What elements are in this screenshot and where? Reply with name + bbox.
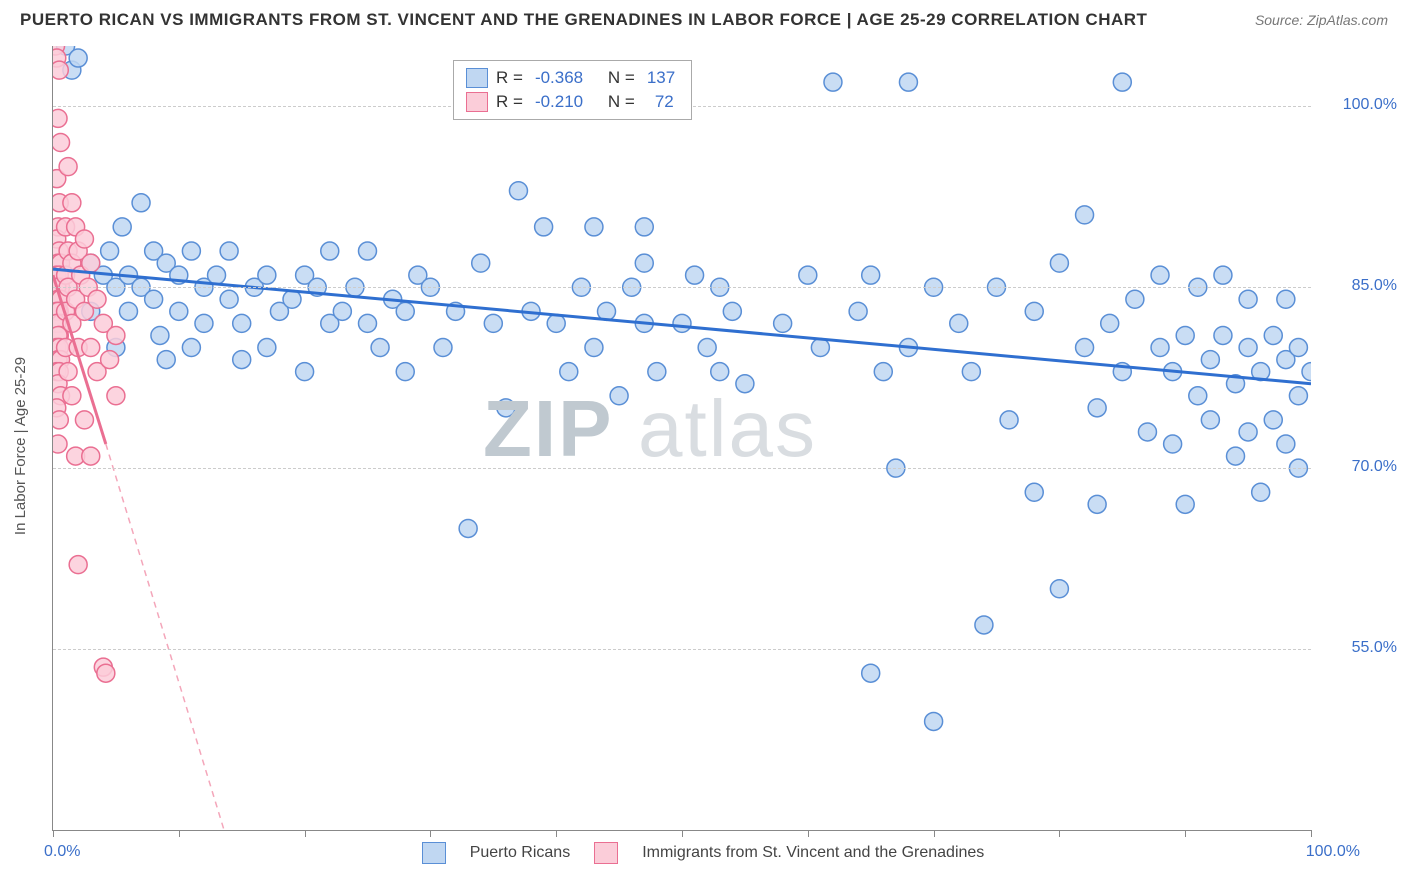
gridline [53, 468, 1311, 469]
r-label: R = [496, 66, 523, 90]
y-tick-label: 55.0% [1352, 639, 1397, 657]
source-credit: Source: ZipAtlas.com [1255, 12, 1388, 28]
n-label: N = [608, 90, 635, 114]
y-axis-label: In Labor Force | Age 25-29 [12, 357, 29, 535]
r-value-pink: -0.210 [531, 90, 587, 114]
x-tick [1059, 830, 1060, 837]
n-label: N = [608, 66, 635, 90]
legend-series: Puerto Ricans Immigrants from St. Vincen… [0, 842, 1406, 864]
chart-title: PUERTO RICAN VS IMMIGRANTS FROM ST. VINC… [20, 10, 1147, 30]
n-value-pink: 72 [643, 90, 678, 114]
r-value-blue: -0.368 [531, 66, 587, 90]
legend-label-pink: Immigrants from St. Vincent and the Gren… [642, 844, 984, 862]
legend-swatch-pink [466, 92, 488, 112]
legend-swatch-blue [422, 842, 446, 864]
x-tick [179, 830, 180, 837]
x-tick [556, 830, 557, 837]
y-tick-label: 85.0% [1352, 277, 1397, 295]
scatter-svg [53, 46, 1311, 830]
y-tick-label: 100.0% [1343, 96, 1397, 114]
x-tick [1185, 830, 1186, 837]
plot-area: ZIPatlas R = -0.368 N = 137 R = -0.210 N… [52, 46, 1311, 831]
x-tick [808, 830, 809, 837]
x-tick [53, 830, 54, 837]
legend-swatch-pink [594, 842, 618, 864]
legend-swatch-blue [466, 68, 488, 88]
x-tick [305, 830, 306, 837]
legend-label-blue: Puerto Ricans [470, 844, 571, 862]
legend-correlation: R = -0.368 N = 137 R = -0.210 N = 72 [453, 60, 692, 120]
y-tick-label: 70.0% [1352, 458, 1397, 476]
gridline [53, 649, 1311, 650]
r-label: R = [496, 90, 523, 114]
x-tick [1311, 830, 1312, 837]
n-value-blue: 137 [643, 66, 679, 90]
x-tick [430, 830, 431, 837]
gridline [53, 287, 1311, 288]
x-tick [934, 830, 935, 837]
x-tick [682, 830, 683, 837]
